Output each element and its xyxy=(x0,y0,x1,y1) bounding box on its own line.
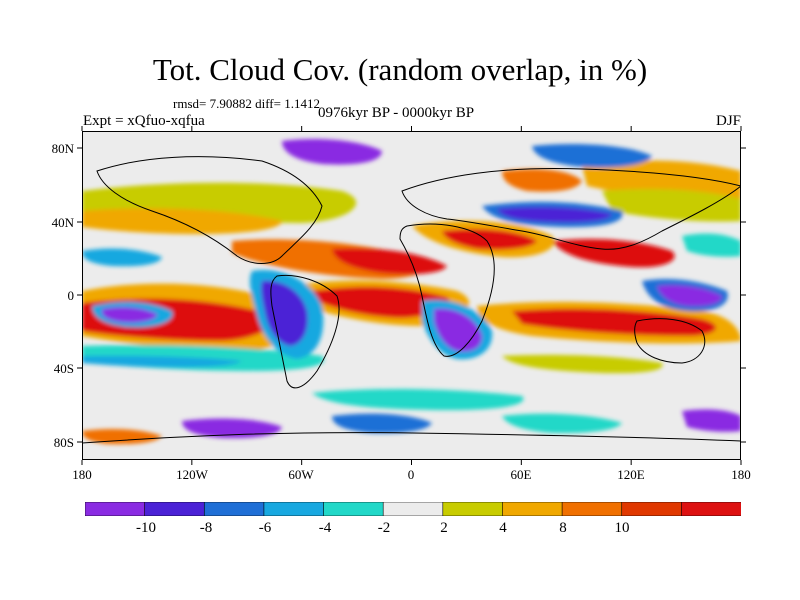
statistics-label: rmsd= 7.90882 diff= 1.1412 xyxy=(173,96,320,111)
x-tick-label: 180 xyxy=(731,467,751,482)
period-label: 0976kyr BP - 0000kyr BP xyxy=(318,105,475,121)
cloud-cover-map xyxy=(82,131,741,460)
colorbar-label: 4 xyxy=(499,520,507,536)
colorbar-swatch xyxy=(681,502,741,516)
coastline-europe-asia xyxy=(401,167,741,250)
colorbar-swatch xyxy=(323,502,384,516)
colorbar-label: 10 xyxy=(614,520,630,536)
coastline-australia xyxy=(634,318,706,364)
colorbar-swatch xyxy=(502,502,563,516)
colorbar-swatch xyxy=(263,502,325,516)
y-tick-label: 80N xyxy=(51,141,74,156)
coastline-north-america xyxy=(96,156,323,264)
x-tick-label: 120W xyxy=(176,467,208,482)
plot-title: Tot. Cloud Cov. (random overlap, in %) xyxy=(152,52,648,87)
colorbar-label: -8 xyxy=(199,520,213,536)
colorbar-label: -10 xyxy=(136,520,156,536)
x-tick-label: 0 xyxy=(407,467,415,482)
x-tick-label: 120E xyxy=(617,467,645,482)
x-tick-label: 180 xyxy=(72,467,92,482)
y-tick-label: 80S xyxy=(53,435,74,450)
colorbar-label: -6 xyxy=(258,520,272,536)
coastline-south-america xyxy=(270,274,340,389)
colorbar xyxy=(85,502,741,516)
colorbar-swatch xyxy=(561,502,623,516)
colorbar-label: 2 xyxy=(440,520,448,536)
map-frame xyxy=(82,131,741,460)
experiment-label: Expt = xQfuo-xqfua xyxy=(83,113,205,129)
colorbar-swatch xyxy=(621,502,683,516)
colorbar-swatch xyxy=(382,502,444,516)
colorbar-label: 8 xyxy=(559,520,567,536)
y-tick-label: 40S xyxy=(53,361,74,376)
colorbar-swatch xyxy=(85,502,146,516)
y-tick-label: 40N xyxy=(51,215,74,230)
colorbar-swatch xyxy=(442,502,504,516)
coastline-antarctica xyxy=(82,432,741,444)
x-tick-label: 60W xyxy=(288,467,314,482)
y-tick-label: 0 xyxy=(67,288,75,303)
coastline-africa xyxy=(399,223,495,357)
colorbar-label: -2 xyxy=(377,520,391,536)
colorbar-swatch xyxy=(203,502,265,516)
colorbar-label: -4 xyxy=(318,520,332,536)
colorbar-swatch xyxy=(144,502,206,516)
x-tick-label: 60E xyxy=(510,467,532,482)
season-label: DJF xyxy=(715,113,741,129)
